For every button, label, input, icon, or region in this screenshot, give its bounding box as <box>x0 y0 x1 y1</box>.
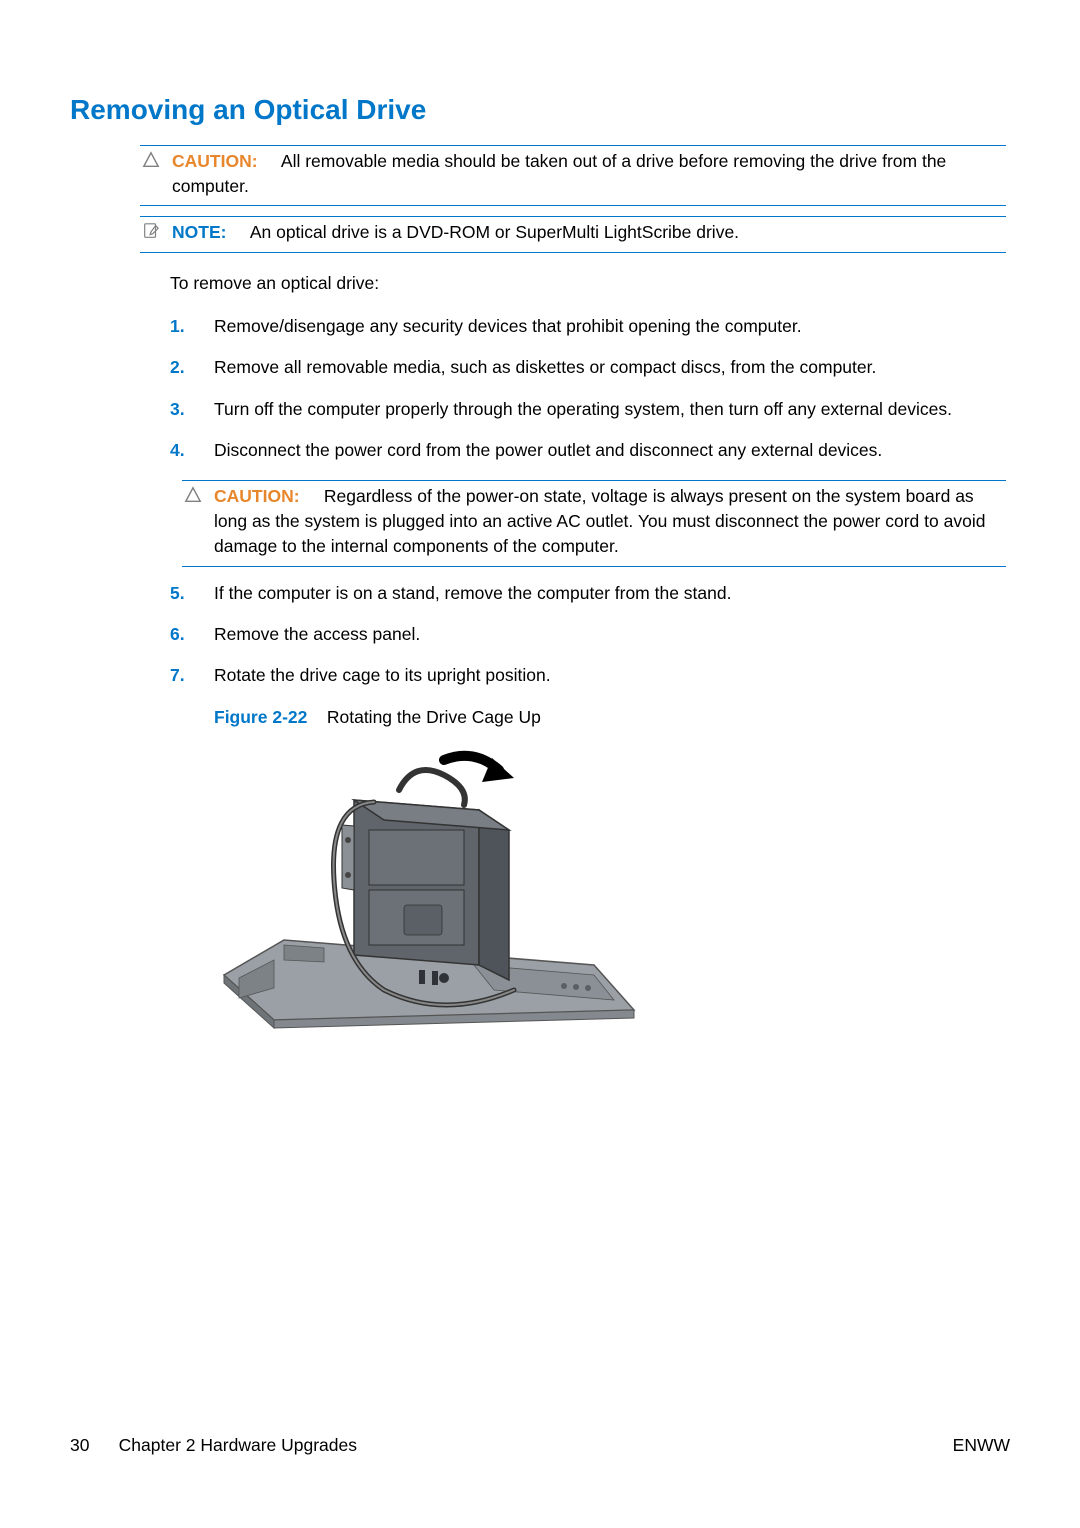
figure-caption-text: Rotating the Drive Cage Up <box>327 707 541 727</box>
step-text: Remove all removable media, such as disk… <box>214 355 1010 380</box>
step-item: 4.Disconnect the power cord from the pow… <box>170 438 1010 463</box>
figure-label: Figure 2-22 <box>214 707 307 727</box>
steps-list-2: 5.If the computer is on a stand, remove … <box>170 581 1010 689</box>
steps-list-1: 1.Remove/disengage any security devices … <box>170 314 1010 464</box>
page-footer: 30 Chapter 2 Hardware Upgrades ENWW <box>70 1433 1010 1458</box>
note-icon <box>140 220 162 240</box>
caution-icon <box>182 484 204 504</box>
note-body: NOTE: An optical drive is a DVD-ROM or S… <box>162 220 1006 245</box>
step-item: 3.Turn off the computer properly through… <box>170 397 1010 422</box>
step-number: 6. <box>170 622 214 647</box>
step-number: 3. <box>170 397 214 422</box>
step-number: 1. <box>170 314 214 339</box>
step-item: 2.Remove all removable media, such as di… <box>170 355 1010 380</box>
figure-image <box>214 730 644 1030</box>
step-item: 7.Rotate the drive cage to its upright p… <box>170 663 1010 688</box>
caution-body: CAUTION: All removable media should be t… <box>162 149 1006 200</box>
caution-label: CAUTION: <box>172 151 258 171</box>
step-item: 6.Remove the access panel. <box>170 622 1010 647</box>
figure-caption: Figure 2-22 Rotating the Drive Cage Up <box>214 705 1010 730</box>
caution-callout-2: CAUTION: Regardless of the power-on stat… <box>182 480 1006 567</box>
caution-icon <box>140 149 162 169</box>
step-number: 2. <box>170 355 214 380</box>
step-number: 7. <box>170 663 214 688</box>
note-callout-1: NOTE: An optical drive is a DVD-ROM or S… <box>140 216 1006 252</box>
step-number: 4. <box>170 438 214 463</box>
step-text: Disconnect the power cord from the power… <box>214 438 1010 463</box>
caution-callout-1: CAUTION: All removable media should be t… <box>140 145 1006 207</box>
caution-label: CAUTION: <box>214 486 300 506</box>
step-number: 5. <box>170 581 214 606</box>
step-text: Remove/disengage any security devices th… <box>214 314 1010 339</box>
step-item: 5.If the computer is on a stand, remove … <box>170 581 1010 606</box>
step-text: Rotate the drive cage to its upright pos… <box>214 663 1010 688</box>
note-text: An optical drive is a DVD-ROM or SuperMu… <box>250 222 739 242</box>
step-text: Remove the access panel. <box>214 622 1010 647</box>
step-text: If the computer is on a stand, remove th… <box>214 581 1010 606</box>
step-text: Turn off the computer properly through t… <box>214 397 1010 422</box>
section-title: Removing an Optical Drive <box>70 90 1010 131</box>
footer-right: ENWW <box>953 1433 1010 1458</box>
chapter-title: Chapter 2 Hardware Upgrades <box>119 1435 357 1455</box>
intro-text: To remove an optical drive: <box>170 271 1010 296</box>
page-number: 30 <box>70 1435 89 1455</box>
caution-text: All removable media should be taken out … <box>172 151 946 196</box>
note-label: NOTE: <box>172 222 226 242</box>
caution-text: Regardless of the power-on state, voltag… <box>214 486 985 557</box>
step-item: 1.Remove/disengage any security devices … <box>170 314 1010 339</box>
footer-left: 30 Chapter 2 Hardware Upgrades <box>70 1433 357 1458</box>
caution-body: CAUTION: Regardless of the power-on stat… <box>204 484 1006 560</box>
